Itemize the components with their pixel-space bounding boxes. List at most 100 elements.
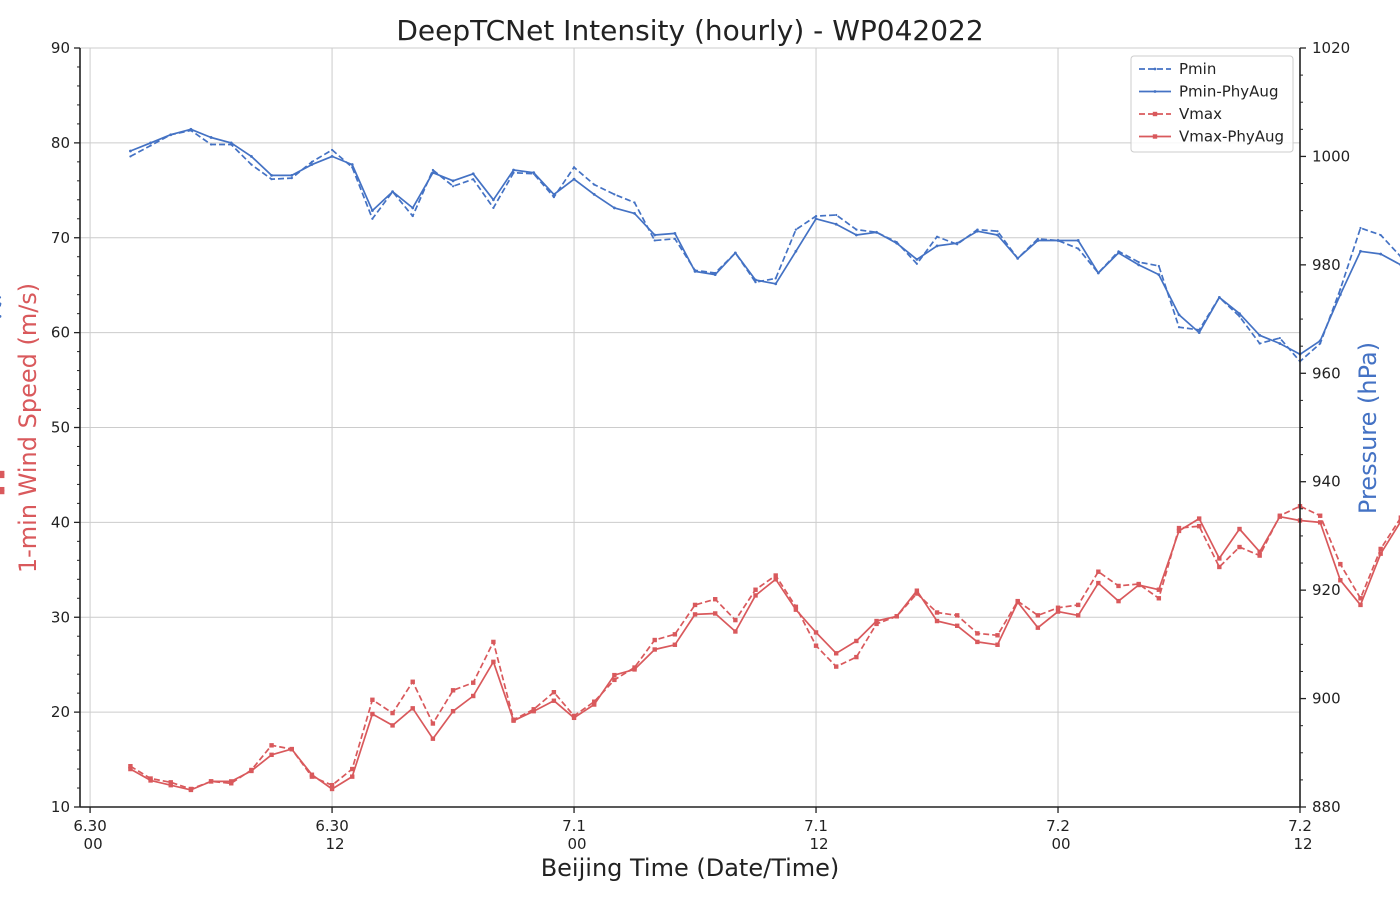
data-point [270,178,273,181]
data-point [1217,556,1222,561]
data-point [310,160,314,163]
data-point [672,642,678,647]
x-tick-label-hour: 12 [326,835,345,853]
x-tick-label-date: 7.1 [804,817,828,835]
data-point [1035,625,1041,630]
data-point [1359,249,1362,253]
data-point [491,198,495,202]
data-point [874,618,879,624]
data-point [975,631,980,636]
data-point [1318,339,1322,343]
data-point [1378,551,1383,556]
data-point [652,637,657,643]
data-point [1338,293,1342,297]
data-point [633,201,636,204]
data-point [1317,520,1323,525]
series-pmin-phyaug [0,127,1400,356]
data-point [713,273,717,277]
x-axis-label: Beijing Time (Date/Time) [541,854,840,882]
data-point [370,209,374,213]
data-point [250,155,253,158]
y-tick-label-right: 900 [1312,690,1341,708]
y-tick-label-right: 960 [1312,364,1341,382]
data-point [814,217,818,221]
data-point [672,632,678,637]
data-point [572,166,576,169]
data-point [1197,331,1201,335]
data-point [733,617,738,623]
data-point [0,296,2,299]
data-point [934,610,940,615]
data-point [571,715,577,721]
series-pmin [0,129,1400,363]
data-point [189,127,193,131]
y-tick-label-left: 80 [51,134,70,152]
data-point [329,782,335,788]
data-point [148,778,153,783]
data-point [471,680,476,685]
data-point [0,486,5,492]
data-point [1137,261,1140,264]
data-point [833,651,839,656]
data-point [1075,602,1081,608]
data-point [350,163,354,166]
data-point [915,258,919,261]
data-point [290,177,293,180]
data-point [996,233,999,237]
data-point [1176,528,1182,534]
data-point [451,179,455,183]
data-point [652,647,657,652]
y-tick-label-right: 880 [1312,798,1341,816]
data-point [1055,605,1061,610]
data-point [430,736,436,741]
data-point [0,473,5,479]
x-tick-label-hour: 00 [568,835,587,853]
data-point [814,214,818,218]
x-tick-label-hour: 12 [809,835,828,853]
data-point [1196,523,1202,529]
data-point [411,214,414,218]
series-line [129,515,1400,791]
data-point [208,779,214,784]
data-point [552,195,555,199]
data-point [290,174,294,177]
data-point [1096,271,1100,275]
data-point [350,774,355,779]
data-point [874,621,879,627]
data-point [472,178,475,181]
x-tick-label-date: 7.2 [1046,817,1070,835]
data-point [309,772,315,777]
data-point [1016,256,1020,260]
data-point [269,743,274,748]
data-point [612,206,616,210]
data-point [149,144,152,147]
data-point [1277,514,1283,519]
x-tick-label-date: 7.2 [1288,817,1312,835]
legend-marker [1152,111,1158,117]
data-point [1177,326,1181,329]
series-line [129,505,1400,790]
data-point [1258,342,1261,345]
legend-label: Vmax [1179,105,1222,123]
data-point [1378,546,1383,552]
data-point [1156,587,1162,592]
data-point [1237,544,1242,550]
data-point [835,213,838,217]
data-point [754,278,757,282]
data-point [492,206,495,210]
data-point [330,148,334,152]
data-point [0,489,5,495]
data-point [773,573,778,578]
data-point [774,282,778,286]
data-point [1217,295,1221,299]
data-point [612,672,617,678]
y-tick-label-left: 90 [51,39,70,57]
data-point [1056,239,1060,242]
data-point [995,642,1000,647]
data-point [834,222,838,226]
data-point [914,591,920,596]
data-point [410,679,415,684]
data-point [0,314,2,318]
data-point [371,217,374,220]
data-point [935,235,939,238]
